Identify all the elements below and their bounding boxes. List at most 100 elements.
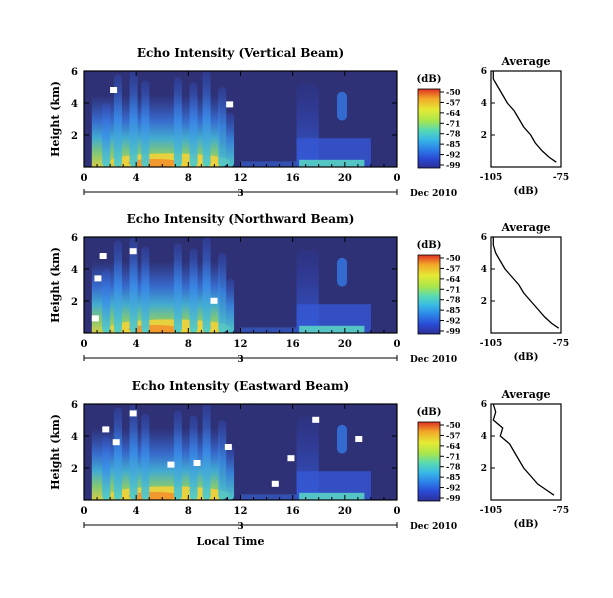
echo-column-7	[202, 237, 211, 333]
average-y-tick-label: 2	[481, 297, 487, 307]
echo-surface-layer-late	[299, 325, 365, 333]
missing-data-4	[167, 461, 175, 468]
x-tick-label: 0	[394, 173, 401, 184]
average-y-tick-label: 4	[481, 432, 487, 442]
echo-column-3	[129, 404, 138, 500]
echo-column-9	[226, 112, 235, 167]
x-tick-label: 16	[286, 173, 300, 184]
x-tick-label: 0	[81, 339, 88, 350]
missing-data-8	[312, 416, 320, 423]
average-profile-line	[492, 403, 555, 496]
echo-column-4	[141, 413, 150, 500]
x-tick-label: 8	[185, 339, 192, 350]
echo-column-8	[218, 420, 227, 500]
missing-data-2	[110, 87, 118, 93]
missing-data-6	[224, 444, 232, 450]
echo-column-2	[113, 407, 122, 500]
date-label: Dec 2010	[410, 355, 457, 365]
echo-column-7	[202, 71, 211, 167]
echo-surface-layer-mid	[240, 327, 297, 333]
colorbar-tick-label: -71	[446, 284, 460, 294]
average-frame	[490, 403, 562, 501]
average-x-tick-label: -105	[480, 339, 503, 349]
echo-column-5	[173, 77, 182, 167]
average-title: Average	[500, 388, 550, 401]
echo-blob-20h	[337, 91, 348, 121]
missing-data-1	[99, 253, 107, 259]
y-axis-label: Height (km)	[49, 81, 62, 157]
colorbar-tick-label: -50	[446, 420, 461, 430]
echo-surface-layer-mid	[240, 494, 297, 500]
day-label: 3	[237, 355, 243, 365]
x-tick-label: 0	[81, 173, 88, 184]
colorbar-tick-label: -50	[446, 87, 461, 97]
colorbar-tick-label: -78	[446, 462, 461, 472]
colorbar-tick-label: -85	[446, 305, 460, 315]
average-profile-2: Average 2 4 6 -105 -75 (dB)	[480, 221, 569, 363]
echo-blob-20h	[337, 424, 348, 454]
x-tick-label: 4	[133, 173, 140, 184]
average-x-tick-label: -105	[480, 506, 503, 516]
y-tick-label: 6	[71, 233, 78, 244]
echo-column-5	[173, 243, 182, 333]
colorbar-tick-label: -85	[446, 472, 460, 482]
echo-column-6	[189, 82, 198, 167]
average-frame	[490, 236, 562, 334]
average-y-tick-label: 4	[481, 99, 487, 109]
echo-column-1	[102, 269, 111, 333]
missing-data-5	[193, 460, 201, 466]
y-tick-label: 2	[71, 297, 78, 308]
date-label: Dec 2010	[410, 522, 457, 532]
colorbar-tick-label: -71	[446, 451, 460, 461]
colorbar-tick-label: -99	[446, 160, 461, 170]
panel-title: Echo Intensity (Northward Beam)	[127, 212, 355, 226]
missing-data-2	[112, 439, 120, 446]
colorbar-tick-label: -64	[446, 108, 461, 118]
x-tick-label: 0	[394, 339, 401, 350]
echo-column-1	[102, 103, 111, 167]
colorbar-tick-label: -85	[446, 139, 460, 149]
average-xlabel: (dB)	[514, 352, 539, 363]
colorbar-tick-label: -64	[446, 274, 461, 284]
echo-column-2	[113, 240, 122, 333]
echo-column-4	[141, 80, 150, 167]
average-profile-line	[492, 71, 557, 163]
echo-column-7	[202, 404, 211, 500]
heatmap-panel-1: Echo Intensity (Vertical Beam) 0 4 8 12 16 20 0…	[49, 46, 461, 199]
x-tick-label: 20	[338, 339, 352, 350]
echo-column-5	[173, 410, 182, 500]
average-y-tick-label: 6	[481, 400, 487, 410]
colorbar-unit: (dB)	[417, 407, 442, 418]
missing-data-1	[102, 426, 110, 433]
echo-column-6	[189, 248, 198, 333]
echo-surface-layer-late	[299, 492, 365, 500]
echo-column-8	[218, 253, 227, 333]
colorbar	[417, 421, 441, 502]
x-tick-label: 12	[234, 339, 248, 350]
average-xlabel: (dB)	[514, 519, 539, 530]
average-frame	[490, 70, 562, 168]
echo-surface-layer-mid	[240, 161, 297, 167]
panel-title: Echo Intensity (Eastward Beam)	[132, 379, 349, 393]
echo-column-8	[218, 87, 227, 167]
missing-data-7	[287, 455, 295, 462]
colorbar-tick-label: -99	[446, 326, 461, 336]
heatmap-field	[91, 237, 371, 333]
heatmap-field	[91, 71, 371, 167]
x-tick-label: 16	[286, 339, 300, 350]
x-tick-label: 4	[133, 339, 140, 350]
colorbar-tick-label: -78	[446, 129, 461, 139]
echo-column-6	[189, 415, 198, 500]
colorbar-tick-label: -57	[446, 430, 460, 440]
y-tick-label: 6	[71, 400, 78, 411]
day-label: 3	[237, 522, 243, 532]
x-tick-label: 4	[133, 506, 140, 517]
colorbar-unit: (dB)	[417, 74, 442, 85]
colorbar-tick-label: -92	[446, 483, 460, 493]
average-profile-line	[492, 237, 560, 329]
y-tick-label: 6	[71, 67, 78, 78]
average-title: Average	[500, 55, 550, 68]
average-title: Average	[500, 221, 550, 234]
x-tick-label: 8	[185, 506, 192, 517]
